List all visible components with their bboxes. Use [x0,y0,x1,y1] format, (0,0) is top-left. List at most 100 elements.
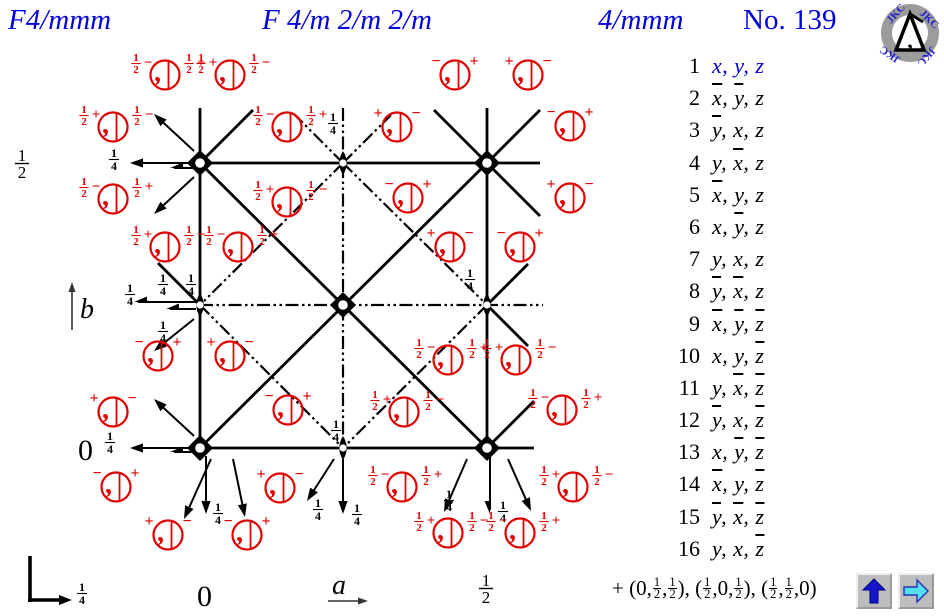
svg-text:+: + [434,467,443,483]
svg-text:1: 1 [255,104,261,116]
svg-text:2: 2 [81,188,87,200]
svg-text:−: − [496,225,505,242]
stacked-fraction: 12 [414,337,424,361]
general-position-symbol: ,− + [496,225,544,263]
svg-text:−: − [427,340,436,356]
svg-text:2: 2 [186,64,192,76]
left-zero-label: 0 [78,434,93,467]
svg-text:+: + [504,53,513,70]
svg-text:1: 1 [488,510,494,522]
twofold-axis-arrow [154,176,195,214]
position-coordinates: y, x, z [712,407,765,433]
twofold-axis-arrow [154,399,195,437]
stacked-fraction: 12 [467,337,477,361]
svg-text:1: 1 [315,496,321,510]
right-arrow-icon [903,578,929,604]
point-group-label: 4/mmm [598,4,684,36]
svg-text:+: + [546,176,555,193]
stacked-fraction: 12 [423,389,433,413]
nav-up-button[interactable] [856,573,892,609]
height-quarter-label: 14 [351,501,363,528]
svg-text:2: 2 [469,349,475,361]
svg-text:1: 1 [537,337,543,349]
fourfold-axis-symbol [474,435,500,461]
general-position-symbol: ,+ − [144,513,192,551]
position-coordinates: x, y, z [712,471,765,497]
general-position-symbol: ,12−12 + [414,337,488,376]
stacked-fraction: 12 [486,510,496,534]
general-position-symbol: ,+ − [504,53,552,91]
bottom-zero-label: 0 [197,580,212,613]
svg-text:1: 1 [423,464,429,476]
enantiomorph-comma: , [551,392,558,423]
general-position-symbol: ,− + [92,465,140,503]
up-arrow-icon [861,578,887,604]
svg-text:−: − [182,513,191,530]
general-position-symbol: ,12−12 + [79,176,154,215]
mirror-line [486,263,529,306]
svg-text:1: 1 [583,387,589,399]
enantiomorph-comma: , [517,57,524,88]
position-coordinates: y, x, z [712,503,765,529]
enantiomorph-comma: , [505,342,512,373]
svg-text:4: 4 [330,123,336,137]
general-position-symbol: ,12−12 + [253,104,327,143]
general-position-symbol: ,12 +12− [414,510,489,549]
svg-text:2: 2 [482,588,491,607]
stacked-fraction: 12 [131,52,141,76]
svg-text:−: − [542,53,551,70]
svg-text:+: + [266,182,275,198]
stacked-fraction: 12 [79,104,89,128]
height-quarter-label: 14 [185,271,197,298]
svg-text:+: + [130,465,139,482]
svg-text:2: 2 [308,191,314,203]
svg-text:−: − [381,467,390,483]
svg-text:+: + [92,107,101,123]
svg-text:2: 2 [81,116,87,128]
twofold-axis-symbol [339,151,347,175]
position-number: 10 [678,342,700,368]
glide-line [294,114,344,164]
twofold-axis-arrow [484,456,491,514]
mirror-line [199,109,254,164]
stacked-fraction: 12 [482,337,492,361]
svg-text:−: − [145,107,154,123]
svg-text:2: 2 [186,236,192,248]
svg-text:1: 1 [198,52,204,64]
svg-text:−: − [480,513,489,529]
enantiomorph-comma: , [439,229,446,260]
position-row: 14 x, y, z [660,471,940,503]
position-number: 7 [689,246,700,272]
general-position-symbol: ,− + [134,334,182,372]
svg-text:4: 4 [333,430,339,444]
position-row: 10 x, y, z [660,343,940,375]
svg-text:1: 1 [107,429,113,443]
svg-text:+: + [594,390,603,406]
glide-line [199,162,344,306]
position-row: 11 y, x, z [660,375,940,407]
svg-text:1: 1 [251,52,257,64]
svg-text:+: + [145,179,154,195]
svg-text:−: − [464,225,473,242]
enantiomorph-comma: , [276,184,283,215]
svg-text:4: 4 [446,500,452,514]
svg-text:−: − [541,390,550,406]
svg-text:−: − [436,392,445,408]
svg-text:1: 1 [79,580,85,594]
position-coordinates: x, y, z [712,85,765,111]
enantiomorph-comma: , [444,57,451,88]
nav-next-button[interactable] [898,573,934,609]
stacked-fraction: 12 [421,464,431,488]
twofold-axis-arrow [201,456,211,514]
stacked-fraction: 12 [539,510,549,534]
stacked-fraction: 12 [204,224,214,248]
position-number: 12 [678,407,700,433]
stacked-fraction: 12 [539,464,549,488]
svg-text:−: − [223,513,232,530]
svg-text:1: 1 [467,266,473,280]
svg-text:1: 1 [160,271,166,285]
svg-text:a: a [332,570,346,601]
general-position-symbol: ,12−12 + [131,52,205,91]
